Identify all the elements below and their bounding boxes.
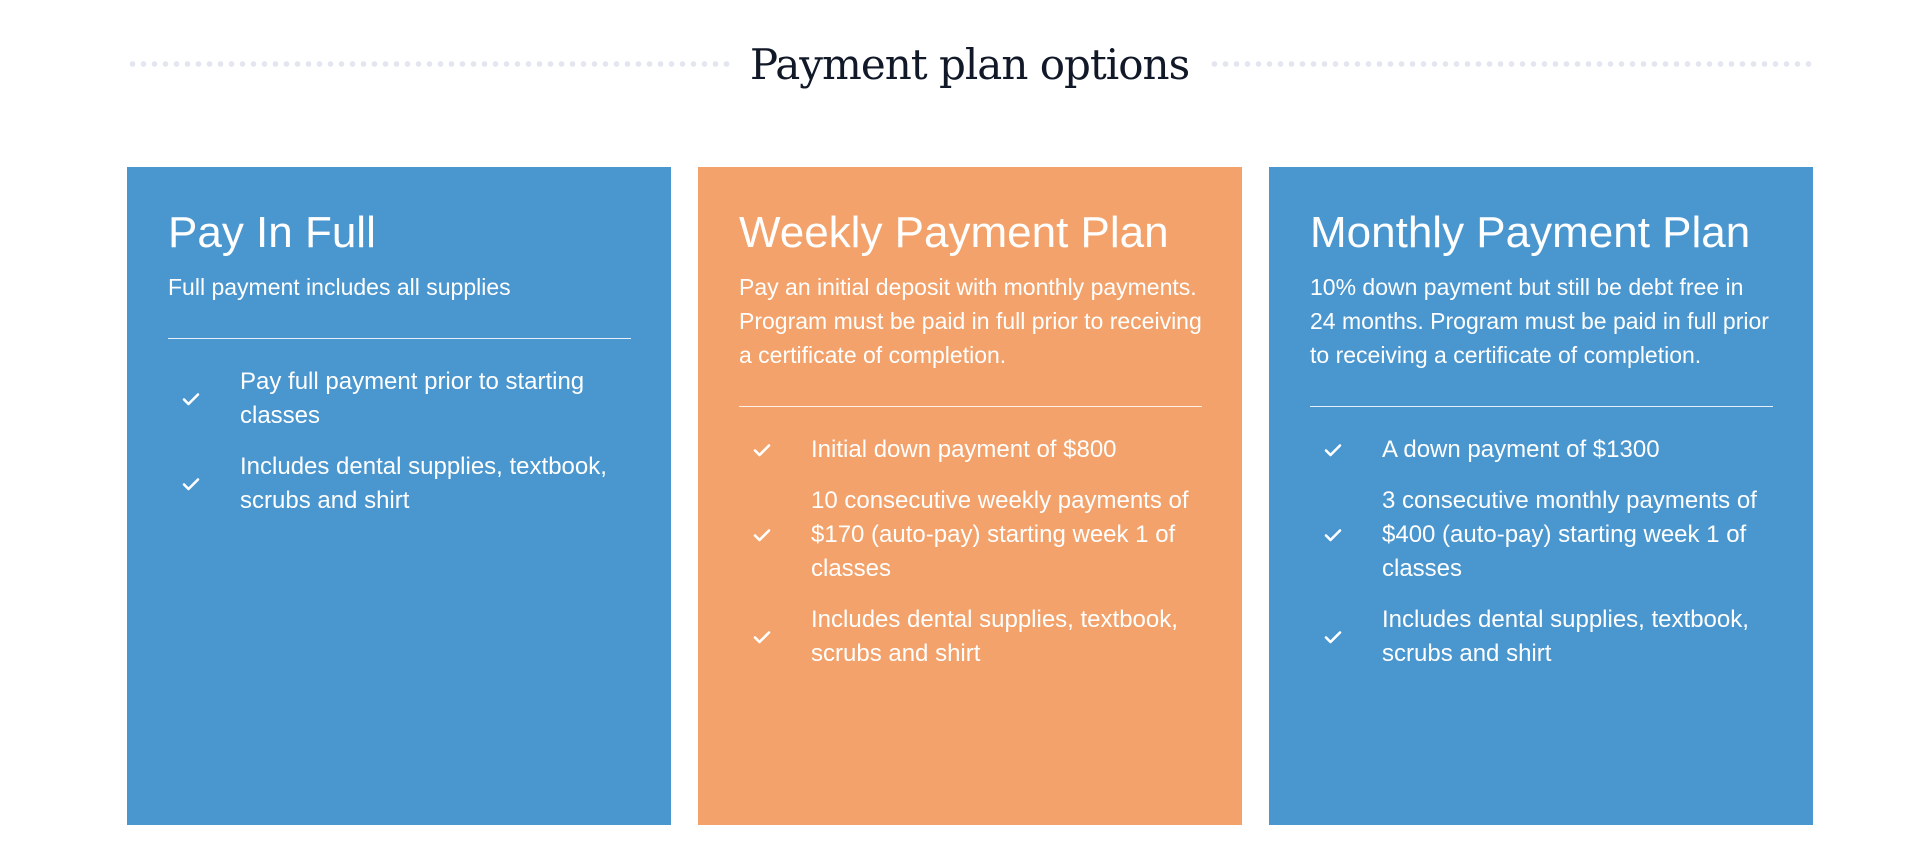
- feature-text: 3 consecutive monthly payments of $400 (…: [1382, 487, 1757, 582]
- plan-description: 10% down payment but still be debt free …: [1310, 274, 1769, 368]
- plan-title: Pay In Full: [168, 208, 376, 257]
- plan-title: Monthly Payment Plan: [1310, 208, 1751, 257]
- page-title: Payment plan options: [749, 39, 1190, 89]
- feature-text: Includes dental supplies, textbook, scru…: [1382, 606, 1749, 667]
- feature-text: A down payment of $1300: [1382, 436, 1660, 463]
- check-icon: [1310, 630, 1382, 644]
- plan-features: Initial down payment of $800 10 consecut…: [739, 433, 1202, 671]
- plan-description: Pay an initial deposit with monthly paym…: [739, 274, 1202, 368]
- payment-plan-cards: Pay In Full Full payment includes all su…: [127, 167, 1813, 825]
- feature-item: Includes dental supplies, textbook, scru…: [168, 450, 631, 518]
- feature-item: Pay full payment prior to starting class…: [168, 365, 631, 433]
- dotted-divider-left: [127, 61, 730, 67]
- divider: [739, 406, 1202, 407]
- feature-item: 3 consecutive monthly payments of $400 (…: [1310, 484, 1773, 586]
- feature-text: Initial down payment of $800: [811, 436, 1117, 463]
- check-icon: [168, 477, 240, 491]
- check-icon: [739, 443, 811, 457]
- plan-description: Full payment includes all supplies: [168, 274, 511, 300]
- feature-item: Includes dental supplies, textbook, scru…: [739, 603, 1202, 671]
- section-heading-row: Payment plan options: [127, 28, 1813, 100]
- check-icon: [1310, 443, 1382, 457]
- plan-features: Pay full payment prior to starting class…: [168, 365, 631, 518]
- check-icon: [739, 630, 811, 644]
- divider: [1310, 406, 1773, 407]
- feature-item: 10 consecutive weekly payments of $170 (…: [739, 484, 1202, 586]
- feature-item: Includes dental supplies, textbook, scru…: [1310, 603, 1773, 671]
- check-icon: [168, 392, 240, 406]
- divider: [168, 338, 631, 339]
- plan-card: Monthly Payment Plan 10% down payment bu…: [1269, 167, 1813, 825]
- feature-text: Includes dental supplies, textbook, scru…: [811, 606, 1178, 667]
- plan-title: Weekly Payment Plan: [739, 208, 1169, 257]
- feature-item: A down payment of $1300: [1310, 433, 1773, 467]
- feature-text: Includes dental supplies, textbook, scru…: [240, 453, 607, 514]
- feature-text: 10 consecutive weekly payments of $170 (…: [811, 487, 1189, 582]
- plan-card: Pay In Full Full payment includes all su…: [127, 167, 671, 825]
- feature-item: Initial down payment of $800: [739, 433, 1202, 467]
- check-icon: [739, 528, 811, 542]
- check-icon: [1310, 528, 1382, 542]
- plan-features: A down payment of $1300 3 consecutive mo…: [1310, 433, 1773, 671]
- plan-card: Weekly Payment Plan Pay an initial depos…: [698, 167, 1242, 825]
- dotted-divider-right: [1209, 61, 1813, 67]
- feature-text: Pay full payment prior to starting class…: [240, 368, 585, 429]
